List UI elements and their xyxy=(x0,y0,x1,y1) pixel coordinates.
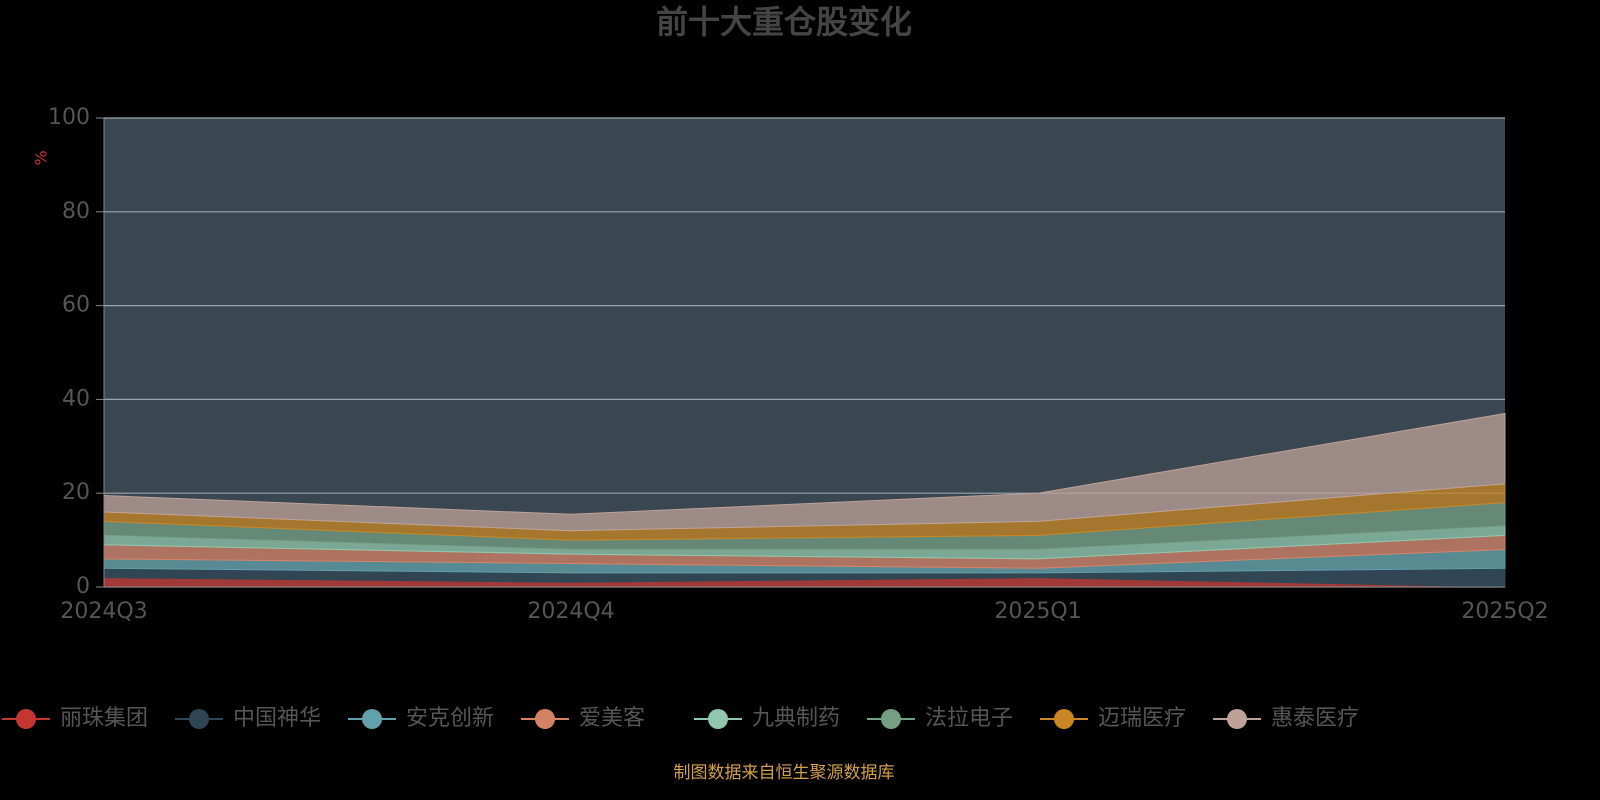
y-tick-label: 60 xyxy=(62,293,90,318)
legend-label: 法拉电子 xyxy=(925,706,1013,731)
y-tick-label: 100 xyxy=(48,105,90,130)
x-tick-label: 2025Q1 xyxy=(994,599,1081,624)
legend-marker xyxy=(535,709,555,729)
legend-marker xyxy=(16,709,36,729)
legend-label: 丽珠集团 xyxy=(60,706,148,731)
area xyxy=(103,412,1506,532)
legend-label: 惠泰医疗 xyxy=(1271,706,1359,731)
y-tick-label: 40 xyxy=(62,386,90,411)
y-tick-label: 80 xyxy=(62,199,90,224)
x-tick-label: 2024Q3 xyxy=(60,599,147,624)
y-tick-label: 20 xyxy=(62,480,90,505)
legend-marker xyxy=(1054,709,1074,729)
legend-marker xyxy=(708,709,728,729)
legend-marker xyxy=(1227,709,1247,729)
source-note: 制图数据来自恒生聚源数据库 xyxy=(674,763,895,783)
y-axis-label: % xyxy=(32,150,51,165)
legend-label: 迈瑞医疗 xyxy=(1098,706,1186,731)
legend-marker xyxy=(189,709,209,729)
legend-label: 安克创新 xyxy=(406,706,494,731)
legend-marker xyxy=(881,709,901,729)
legend-label: 爱美客 xyxy=(579,706,645,731)
legend-label: 九典制药 xyxy=(752,706,840,731)
legend-label: 中国神华 xyxy=(233,706,321,731)
chart-title: 前十大重仓股变化 xyxy=(656,3,912,41)
y-tick-label: 0 xyxy=(76,574,90,599)
legend-marker xyxy=(362,709,382,729)
x-tick-label: 2024Q4 xyxy=(527,599,614,624)
x-tick-label: 2025Q2 xyxy=(1461,599,1548,624)
